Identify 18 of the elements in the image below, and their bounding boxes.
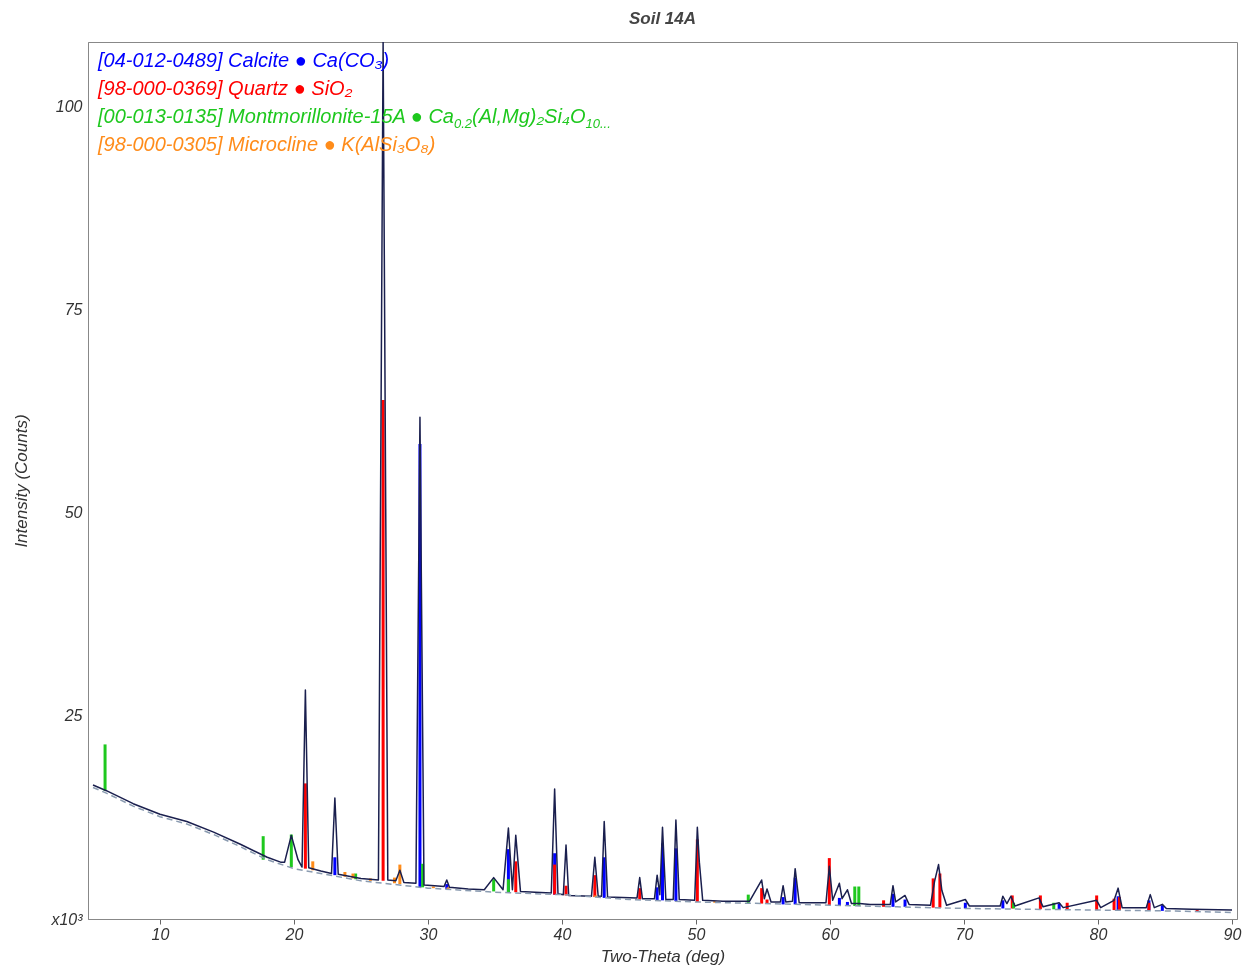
x-tick-label: 80 bbox=[1089, 925, 1108, 943]
x-tick-label: 40 bbox=[553, 925, 572, 943]
x-tick-label: 70 bbox=[955, 925, 974, 943]
x-axis-title: Two-Theta (deg) bbox=[600, 946, 726, 966]
x-tick-label: 60 bbox=[821, 925, 840, 943]
y-tick-label: 75 bbox=[64, 301, 83, 319]
y-tick-label: x10³ bbox=[50, 910, 84, 928]
x-tick-label: 30 bbox=[419, 925, 438, 943]
x-tick-label: 10 bbox=[151, 925, 170, 943]
y-tick-label: 50 bbox=[64, 504, 83, 522]
y-tick-label: 100 bbox=[55, 98, 83, 116]
x-tick-label: 50 bbox=[687, 925, 706, 943]
text: [98-000-0369] Quartz ● SiO₂ bbox=[98, 76, 354, 101]
x-tick-label: 90 bbox=[1223, 925, 1242, 943]
x-tick-label: 20 bbox=[284, 925, 304, 943]
y-axis-title: Intensity (Counts) bbox=[12, 414, 32, 548]
chart-title: Soil 14A bbox=[628, 9, 697, 28]
y-tick-label: 25 bbox=[63, 707, 83, 725]
